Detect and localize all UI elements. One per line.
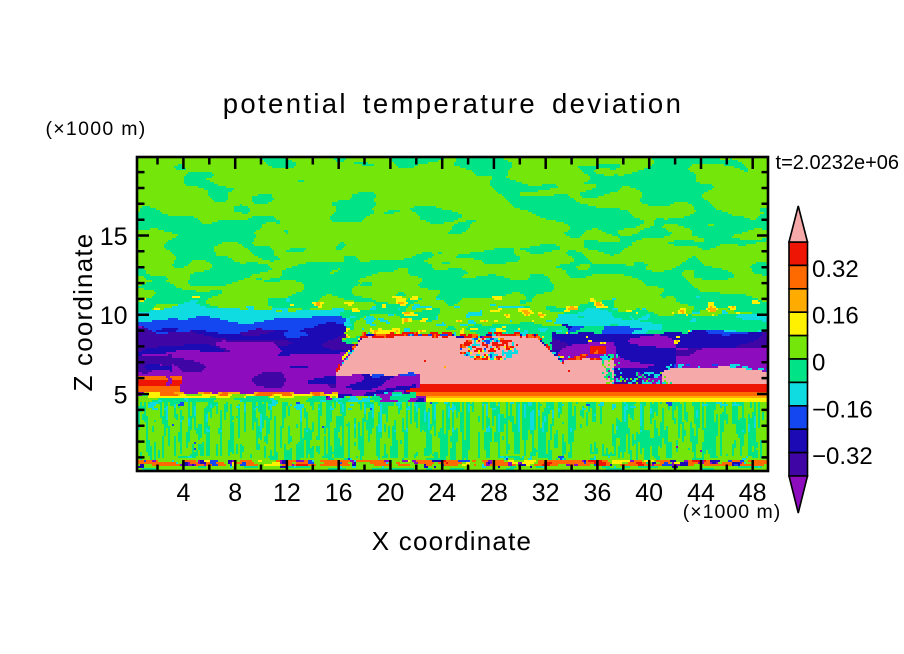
svg-text:X coordinate: X coordinate (372, 526, 532, 556)
svg-text:(×1000 m): (×1000 m) (45, 118, 146, 140)
svg-text:8: 8 (228, 479, 242, 507)
svg-text:32: 32 (532, 479, 560, 507)
svg-text:16: 16 (325, 479, 353, 507)
svg-text:10: 10 (100, 302, 128, 330)
svg-text:−0.16: −0.16 (812, 396, 873, 423)
svg-text:5: 5 (114, 382, 128, 410)
svg-text:12: 12 (273, 479, 301, 507)
svg-text:20: 20 (376, 479, 404, 507)
svg-text:potential temperature deviatio: potential temperature deviation (223, 88, 683, 119)
svg-text:15: 15 (100, 223, 128, 251)
svg-text:36: 36 (583, 479, 611, 507)
svg-text:t=2.0232e+06: t=2.0232e+06 (776, 152, 899, 174)
svg-text:−0.32: −0.32 (812, 443, 873, 470)
svg-text:0: 0 (812, 350, 825, 377)
svg-text:44: 44 (687, 479, 715, 507)
svg-text:(×1000 m): (×1000 m) (683, 501, 781, 523)
svg-text:28: 28 (480, 479, 508, 507)
svg-text:Z coordinate: Z coordinate (68, 233, 98, 392)
svg-text:24: 24 (428, 479, 456, 507)
svg-text:0.32: 0.32 (812, 256, 859, 283)
svg-text:4: 4 (176, 479, 190, 507)
svg-text:48: 48 (739, 479, 767, 507)
svg-text:0.16: 0.16 (812, 303, 859, 330)
svg-text:40: 40 (635, 479, 663, 507)
